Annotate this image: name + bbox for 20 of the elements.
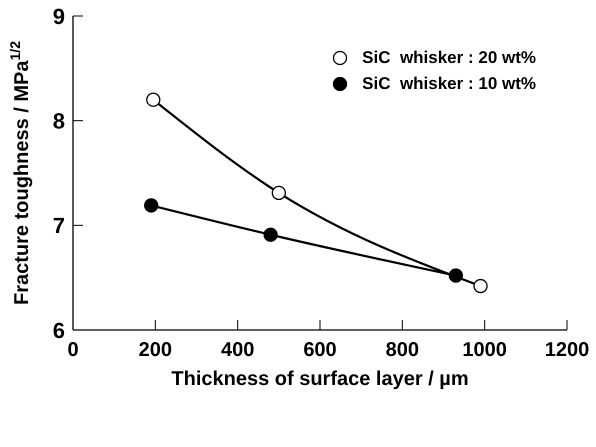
- point: [146, 92, 160, 107]
- x-tick-label: 1000: [462, 339, 507, 362]
- x-tick-label: 200: [138, 339, 172, 362]
- point: [263, 228, 278, 242]
- y-tick-label: 8: [52, 108, 65, 134]
- x-tick-label: 600: [303, 339, 337, 362]
- legend-label: SiC whisker : 20 wt%: [362, 48, 536, 68]
- point: [272, 186, 286, 200]
- y-tick-label: 9: [52, 4, 65, 29]
- point: [473, 278, 488, 294]
- x-tick-label: 1200: [544, 339, 590, 362]
- point: [448, 268, 463, 283]
- x-tick-label: 800: [386, 339, 420, 362]
- point: [144, 198, 158, 213]
- x-tick-label: 0: [67, 339, 79, 362]
- legend-label: SiC whisker : 10 wt%: [362, 74, 536, 94]
- y-tick-label: 6: [52, 318, 65, 343]
- x-tick-label: 400: [220, 339, 254, 362]
- y-tick-label: 7: [52, 213, 65, 238]
- x-axis-title: Thickness of surface layer / µm: [171, 368, 469, 390]
